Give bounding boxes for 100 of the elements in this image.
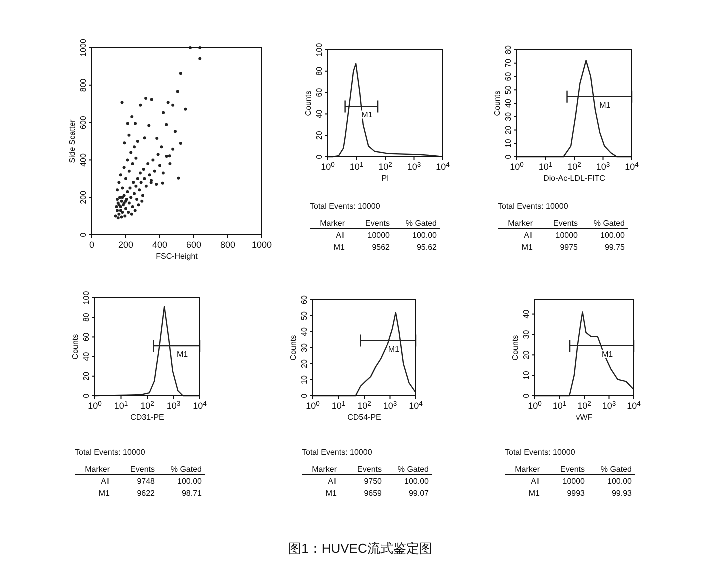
y-tick-label: 60	[315, 88, 324, 98]
text: Marker Events % Gated	[312, 465, 429, 474]
y-tick-label: 0	[522, 393, 531, 398]
y-tick-label: 70	[504, 58, 513, 68]
text: Total Events: 10000	[310, 202, 381, 211]
y-tick-label: 10	[522, 370, 531, 380]
x-tick-label: 10$^{3}$	[596, 162, 610, 172]
x-tick-label: 10$^{1}$	[552, 400, 567, 411]
text: Marker Events % Gated	[515, 465, 632, 474]
text: Marker Events % Gated	[320, 219, 437, 228]
x-tick-label: 10$^{2}$	[140, 400, 155, 411]
x-tick-label: 10$^{4}$	[625, 162, 640, 172]
y-axis-title: Counts	[493, 90, 502, 116]
y-tick-label: 80	[82, 312, 91, 322]
y-tick-label: 20	[504, 125, 513, 135]
x-tick-label: 10$^{0}$	[510, 162, 524, 172]
x-tick-label: 10$^{3}$	[383, 400, 398, 411]
text: All 9748 100.00	[101, 477, 202, 486]
y-tick-label: 0	[82, 393, 91, 398]
y-tick-label: 40	[522, 309, 531, 319]
y-tick-label: 80	[315, 66, 324, 76]
caption: 图1：HUVEC流式鉴定图	[288, 541, 432, 556]
text: All 10000 100.00	[524, 231, 625, 240]
x-tick-label: 10$^{1}$	[350, 162, 364, 172]
x-tick-label: 10$^{1}$	[538, 162, 553, 172]
y-tick-label: 0	[315, 154, 324, 160]
text: Total Events: 10000	[505, 448, 576, 457]
series-label: M1	[176, 350, 189, 360]
y-tick-label: 10	[504, 138, 513, 148]
y-axis-title: Counts	[71, 334, 80, 360]
y-tick-label: 60	[300, 295, 309, 304]
y-tick-label: 0	[504, 154, 513, 160]
x-tick-label: 10$^{4}$	[627, 400, 642, 411]
text: M1 9993 99.93	[528, 489, 632, 498]
y-tick-label: 30	[300, 343, 309, 352]
x-tick-label: 10$^{4}$	[409, 400, 424, 411]
y-tick-label: 1000	[79, 38, 88, 57]
text: M1 9975 99.75	[522, 243, 625, 252]
x-tick-label: 10$^{4}$	[436, 162, 450, 172]
x-axis-title: PI	[382, 174, 390, 183]
y-tick-label: 40	[315, 109, 324, 119]
x-axis-title: CD54-PE	[348, 413, 382, 422]
series-label: M1	[600, 100, 612, 110]
y-axis-title: Side Scatter	[68, 119, 77, 164]
y-tick-label: 100	[82, 290, 91, 305]
y-tick-label: 50	[300, 311, 309, 320]
text: All 10000 100.00	[336, 231, 437, 240]
y-tick-label: 100	[315, 42, 324, 57]
x-tick-label: 10$^{4}$	[193, 400, 208, 411]
x-axis-title: FSC-Height	[156, 252, 199, 261]
x-axis-title: vWF	[576, 413, 593, 422]
x-tick-label: 10$^{2}$	[358, 400, 372, 411]
y-tick-label: 40	[82, 352, 91, 362]
y-tick-label: 80	[504, 45, 513, 54]
y-tick-label: 0	[300, 393, 309, 398]
y-tick-label: 0	[79, 232, 88, 238]
x-tick-label: 10$^{0}$	[306, 400, 320, 411]
x-tick-label: 10$^{3}$	[166, 400, 181, 411]
y-tick-label: 20	[300, 359, 309, 368]
y-tick-label: 40	[300, 327, 309, 336]
x-tick-label: 10$^{1}$	[114, 400, 128, 411]
series-label: M1	[388, 344, 400, 354]
y-tick-label: 40	[504, 98, 513, 108]
x-axis-title: CD31-PE	[130, 413, 164, 422]
y-axis-title: Counts	[289, 335, 298, 361]
text: All 9750 100.00	[328, 477, 429, 486]
text: M1 9622 98.71	[98, 489, 202, 498]
y-tick-label: 60	[82, 332, 91, 342]
x-tick-label: 10$^{0}$	[88, 400, 102, 411]
text: Marker Events % Gated	[85, 465, 202, 474]
text: M1 9659 99.07	[326, 489, 429, 498]
x-tick-label: 600	[186, 240, 202, 250]
text: Total Events: 10000	[498, 202, 569, 211]
y-tick-label: 800	[79, 78, 88, 92]
x-tick-label: 10$^{2}$	[568, 162, 582, 172]
y-tick-label: 10	[300, 375, 309, 384]
y-tick-label: 20	[82, 371, 91, 381]
y-axis-title: Counts	[511, 335, 520, 361]
x-tick-label: 10$^{2}$	[378, 162, 393, 172]
x-tick-label: 10$^{3}$	[407, 162, 422, 172]
x-tick-label: 800	[220, 240, 236, 250]
y-tick-label: 20	[522, 350, 531, 360]
y-tick-label: 30	[504, 112, 513, 122]
y-axis-title: Counts	[304, 90, 313, 116]
x-tick-label: 10$^{0}$	[321, 162, 336, 172]
y-tick-label: 20	[315, 130, 324, 140]
x-axis-title: Dio-Ac-LDL-FITC	[544, 174, 606, 183]
y-tick-label: 200	[79, 190, 88, 204]
y-tick-label: 50	[504, 85, 513, 95]
x-tick-label: 10$^{1}$	[332, 400, 346, 411]
x-tick-label: 10$^{3}$	[602, 400, 616, 411]
text: Marker Events % Gated	[508, 219, 625, 228]
text: All 10000 100.00	[531, 477, 632, 486]
x-tick-label: 400	[152, 240, 168, 250]
text: M1 9562 95.62	[334, 243, 437, 252]
x-tick-label: 10$^{2}$	[578, 400, 592, 411]
text: Total Events: 10000	[75, 448, 146, 457]
x-tick-label: 10$^{0}$	[528, 400, 542, 411]
x-tick-label: 200	[118, 240, 134, 250]
text: Total Events: 10000	[302, 448, 373, 457]
